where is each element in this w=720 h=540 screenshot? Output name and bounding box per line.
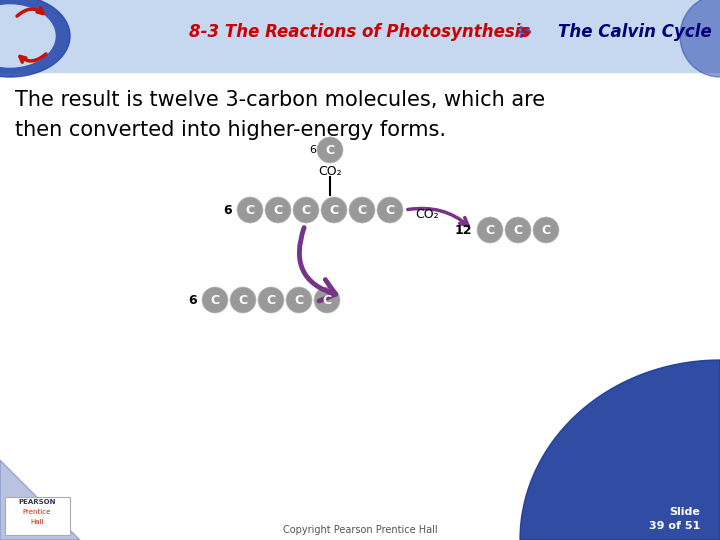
Text: C: C bbox=[330, 204, 338, 217]
Ellipse shape bbox=[680, 0, 720, 77]
Text: CO₂: CO₂ bbox=[415, 208, 438, 221]
Text: CO₂: CO₂ bbox=[318, 165, 342, 178]
Text: 6: 6 bbox=[223, 204, 232, 217]
Text: C: C bbox=[385, 204, 395, 217]
Polygon shape bbox=[520, 360, 720, 540]
Circle shape bbox=[265, 197, 291, 223]
Text: 12: 12 bbox=[454, 224, 472, 237]
Circle shape bbox=[349, 197, 375, 223]
Circle shape bbox=[505, 217, 531, 243]
Circle shape bbox=[533, 217, 559, 243]
Text: then converted into higher-energy forms.: then converted into higher-energy forms. bbox=[15, 120, 446, 140]
Text: The result is twelve 3-carbon molecules, which are: The result is twelve 3-carbon molecules,… bbox=[15, 90, 545, 110]
Text: Prentice: Prentice bbox=[23, 509, 51, 515]
FancyArrowPatch shape bbox=[300, 228, 336, 301]
Circle shape bbox=[377, 197, 403, 223]
Text: C: C bbox=[274, 204, 282, 217]
Circle shape bbox=[258, 287, 284, 313]
Circle shape bbox=[477, 217, 503, 243]
Text: C: C bbox=[325, 144, 335, 157]
Text: Copyright Pearson Prentice Hall: Copyright Pearson Prentice Hall bbox=[283, 525, 437, 535]
Circle shape bbox=[237, 197, 263, 223]
Text: Slide: Slide bbox=[669, 507, 700, 517]
Ellipse shape bbox=[0, 5, 55, 67]
Text: 8-3 The Reactions of Photosynthesis: 8-3 The Reactions of Photosynthesis bbox=[189, 23, 531, 41]
Circle shape bbox=[317, 137, 343, 163]
Text: C: C bbox=[302, 204, 310, 217]
Text: C: C bbox=[357, 204, 366, 217]
Bar bbox=[0, 0, 720, 72]
Circle shape bbox=[314, 287, 340, 313]
Circle shape bbox=[202, 287, 228, 313]
Circle shape bbox=[286, 287, 312, 313]
Ellipse shape bbox=[0, 0, 70, 77]
Text: C: C bbox=[513, 224, 523, 237]
Circle shape bbox=[321, 197, 347, 223]
Polygon shape bbox=[0, 460, 80, 540]
Text: C: C bbox=[246, 204, 255, 217]
Text: C: C bbox=[294, 294, 304, 307]
Text: C: C bbox=[266, 294, 276, 307]
Text: C: C bbox=[323, 294, 332, 307]
Text: The Calvin Cycle: The Calvin Cycle bbox=[558, 23, 712, 41]
Text: 6: 6 bbox=[189, 294, 197, 307]
Text: C: C bbox=[238, 294, 248, 307]
Circle shape bbox=[293, 197, 319, 223]
Text: 39 of 51: 39 of 51 bbox=[649, 521, 700, 531]
Text: C: C bbox=[485, 224, 495, 237]
Bar bbox=[5, 497, 70, 535]
Text: PEARSON: PEARSON bbox=[18, 499, 55, 505]
Text: Hall: Hall bbox=[30, 519, 44, 525]
Text: C: C bbox=[210, 294, 220, 307]
Text: C: C bbox=[541, 224, 551, 237]
Text: 6: 6 bbox=[309, 145, 316, 155]
Circle shape bbox=[230, 287, 256, 313]
